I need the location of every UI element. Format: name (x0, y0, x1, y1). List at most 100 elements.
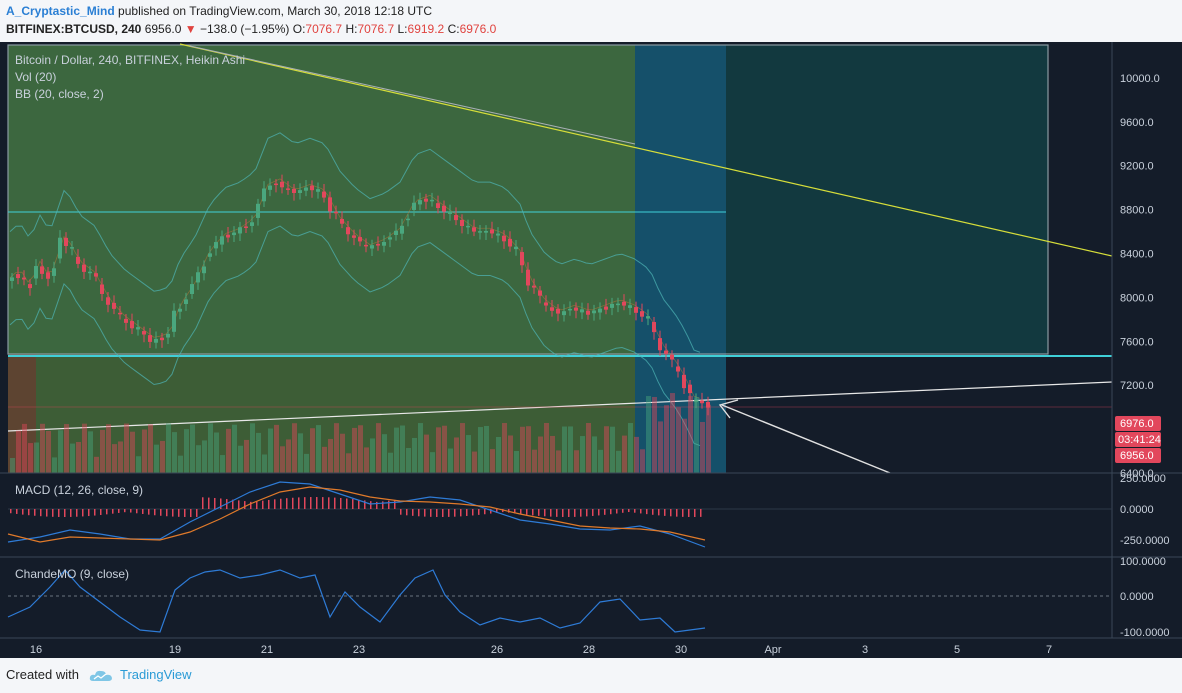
volume-bar (196, 445, 201, 473)
candle (580, 309, 584, 313)
volume-bar (76, 441, 81, 473)
macd-histogram-bar (694, 509, 696, 517)
chart-area[interactable]: 10000.0 9600.0 9200.0 8800.0 8400.0 8000.0 760… (0, 42, 1182, 658)
candle (328, 197, 332, 212)
candle (196, 272, 200, 283)
legend-cmo[interactable]: ChandeMO (9, close) (15, 567, 130, 581)
macd-histogram-bar (646, 509, 648, 515)
macd-histogram-bar (298, 497, 300, 509)
volume-bar (556, 450, 561, 473)
macd-histogram-bar (628, 509, 630, 513)
candle (604, 306, 608, 310)
volume-bar (124, 423, 129, 473)
macd-histogram-bar (496, 509, 498, 513)
macd-histogram-bar (352, 499, 354, 509)
volume-bar (424, 434, 429, 473)
author-link[interactable]: A_Cryptastic_Mind (6, 4, 115, 18)
volume-bar (136, 456, 141, 473)
volume-bar (574, 450, 579, 473)
legend-vol[interactable]: Vol (20) (15, 70, 57, 84)
macd-histogram-bar (88, 509, 90, 517)
macd-histogram-bar (238, 500, 240, 509)
volume-bar (664, 405, 669, 473)
macd-histogram-bar (94, 509, 96, 516)
volume-bar (598, 449, 603, 473)
low-badge-text: 6956.0 (1120, 450, 1154, 462)
candle (538, 290, 542, 296)
macd-histogram-bar (118, 509, 120, 513)
price-badge (1115, 416, 1161, 431)
macd-histogram-bar (412, 509, 414, 516)
candle (664, 350, 668, 354)
volume-bar (292, 423, 297, 473)
volume-bar (334, 423, 339, 473)
volume-bar (112, 444, 117, 473)
macd-histogram-bar (208, 497, 210, 509)
volume-bar (652, 396, 657, 473)
volume-bar (214, 432, 219, 473)
tradingview-cloud-icon[interactable] (89, 669, 113, 683)
volume-bar (286, 439, 291, 473)
chart-svg[interactable]: 10000.0 9600.0 9200.0 8800.0 8400.0 8000.0 760… (0, 42, 1182, 658)
macd-histogram-bar (610, 509, 612, 515)
legend-macd[interactable]: MACD (12, 26, close, 9) (15, 483, 144, 497)
volume-bar (142, 429, 147, 473)
macd-histogram-bar (142, 509, 144, 514)
candle (274, 183, 278, 186)
macd-histogram-bar (598, 509, 600, 516)
candle (340, 218, 344, 224)
macd-histogram-bar (340, 498, 342, 509)
macd-histogram-bar (448, 509, 450, 517)
candle (334, 211, 338, 214)
candle (490, 229, 494, 234)
trend-gray (189, 45, 636, 145)
candle (142, 331, 146, 335)
volume-bar (526, 426, 531, 473)
macd-histogram-bar (424, 509, 426, 517)
macd-histogram-bar (700, 509, 702, 517)
x-tick-label-4: 26 (491, 644, 503, 656)
zone-box-border (7, 44, 1049, 355)
candle (550, 307, 554, 311)
macd-histogram-bar (310, 497, 312, 509)
zone-olive (8, 354, 635, 473)
legend-main[interactable]: Bitcoin / Dollar, 240, BITFINEX, Heikin … (15, 53, 246, 67)
candle (484, 230, 488, 233)
macd-histogram-bar (358, 499, 360, 509)
candle (700, 400, 704, 404)
legend-bb[interactable]: BB (20, close, 2) (15, 87, 104, 101)
macd-histogram-bar (586, 509, 588, 517)
x-tick-label-3: 23 (353, 644, 365, 656)
volume-bar (268, 428, 273, 473)
candle (616, 303, 620, 306)
bb-upper-band (9, 132, 701, 353)
volume-bar (586, 423, 591, 473)
macd-histogram-bar (28, 509, 30, 516)
close-label: C: (447, 22, 460, 36)
macd-histogram-bar (274, 499, 276, 509)
candle (118, 312, 122, 315)
macd-histogram-bar (202, 497, 204, 509)
volume-bar (34, 442, 39, 473)
x-tick-label-2: 21 (261, 644, 273, 656)
candle (472, 227, 476, 232)
candle (568, 308, 572, 311)
macd-histogram-bar (556, 509, 558, 517)
open-label: O: (292, 22, 306, 36)
macd-histogram-bar (244, 501, 246, 509)
macd-histogram-bar (382, 501, 384, 509)
macd-histogram-bar (580, 509, 582, 517)
macd-histogram-bar (658, 509, 660, 516)
candle (682, 374, 686, 389)
macd-histogram-bar (364, 500, 366, 509)
macd-histogram-bar (52, 509, 54, 517)
candle (310, 185, 314, 191)
tradingview-link[interactable]: TradingView (120, 667, 192, 682)
macd-histogram-bar (70, 509, 72, 517)
macd-histogram-bar (664, 509, 666, 516)
volume-bar (622, 435, 627, 473)
macd-tick-label-2: -250.0000 (1120, 535, 1170, 547)
candle (292, 188, 296, 194)
macd-histogram-bar (478, 509, 480, 515)
macd-histogram-bar (256, 501, 258, 509)
